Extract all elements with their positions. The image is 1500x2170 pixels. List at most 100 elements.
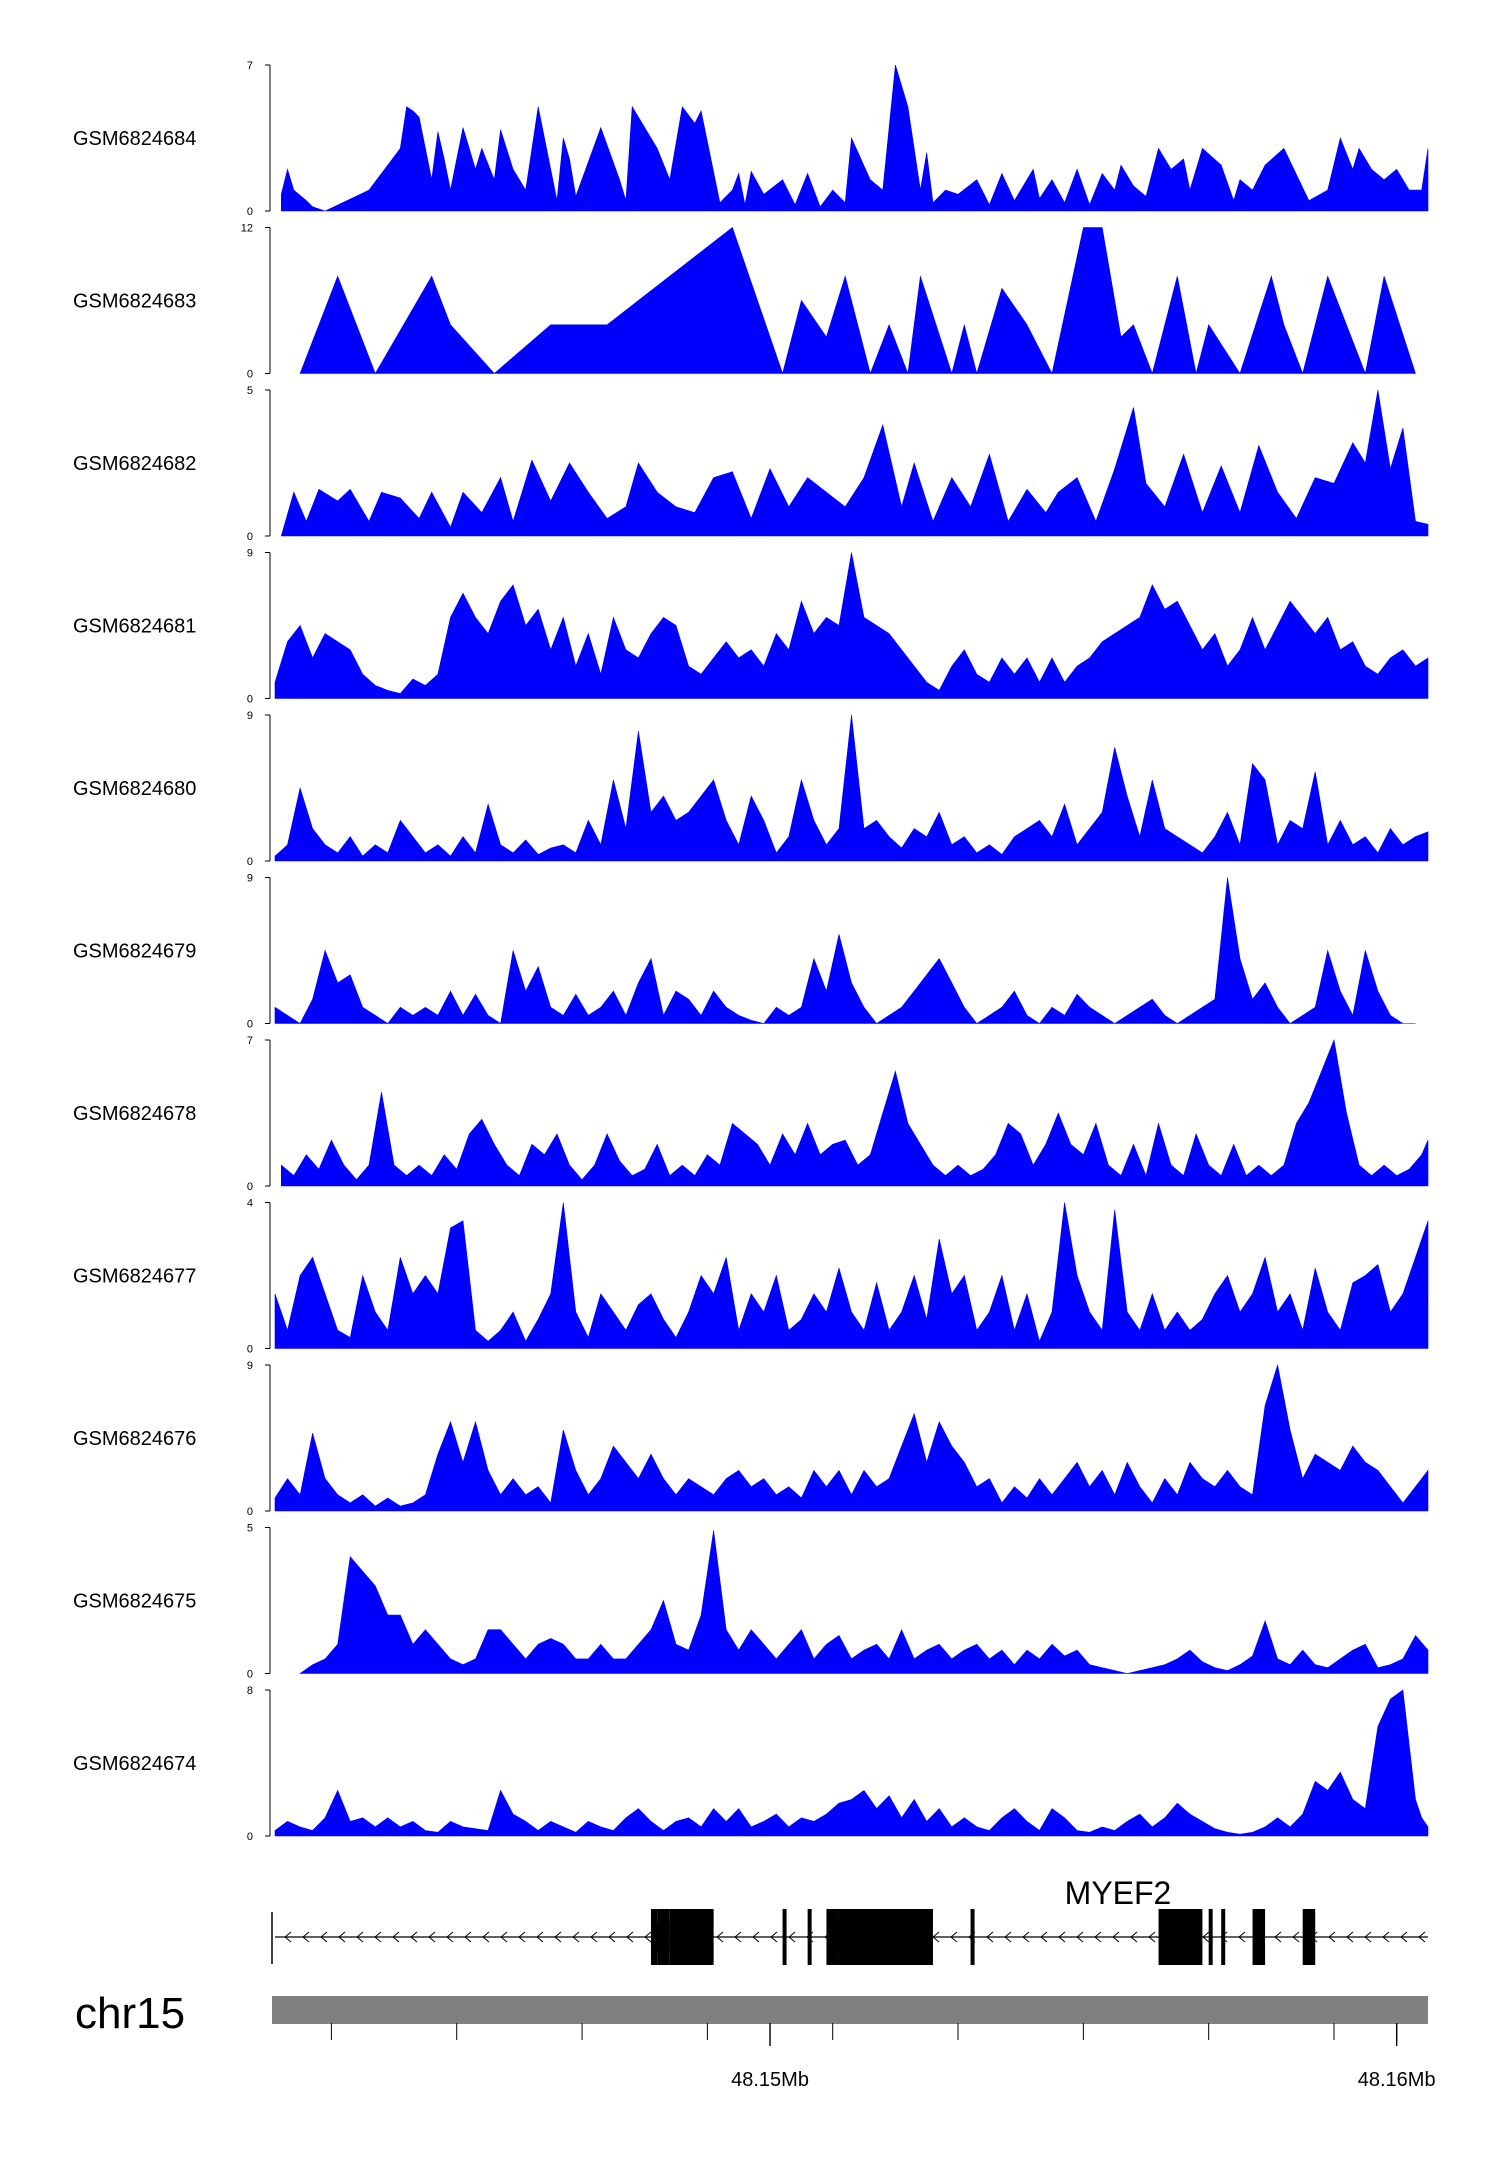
- strand-chevron: [410, 1931, 418, 1943]
- track-label: GSM6824677: [73, 1266, 196, 1288]
- strand-chevron: [392, 1931, 400, 1943]
- y-tick-label-max: 7: [247, 1035, 253, 1047]
- strand-chevron: [374, 1931, 382, 1943]
- y-tick-label-max: 5: [247, 385, 253, 397]
- track-GSM6824674: GSM6824674 8 0: [73, 1685, 1429, 1843]
- strand-chevron: [788, 1931, 796, 1943]
- strand-chevron: [1040, 1931, 1048, 1943]
- y-tick-label-min: 0: [247, 1831, 253, 1843]
- track-label: GSM6824679: [73, 941, 196, 963]
- gene-exon: [1221, 1909, 1226, 1965]
- strand-chevron: [356, 1931, 364, 1943]
- strand-chevron: [464, 1931, 472, 1943]
- track-GSM6824681: GSM6824681 9 0: [73, 548, 1429, 706]
- gene-exon: [1302, 1909, 1316, 1965]
- gene-exon: [782, 1909, 787, 1965]
- gene-model-track: MYEF2: [271, 1875, 1428, 1965]
- y-tick-label-min: 0: [247, 1669, 253, 1681]
- gene-coding-block: [650, 1922, 670, 1952]
- track-GSM6824682: GSM6824682 5 0: [73, 385, 1429, 543]
- y-tick-label-max: 9: [247, 873, 253, 885]
- gene-exon: [826, 1909, 831, 1965]
- coverage-tracks: GSM682468470GSM6824683120GSM682468250GSM…: [73, 60, 1429, 1843]
- y-tick-label-min: 0: [247, 1344, 253, 1356]
- chromosome-label: chr15: [75, 1989, 185, 2038]
- strand-chevron: [716, 1931, 724, 1943]
- strand-chevron: [284, 1931, 292, 1943]
- strand-chevron: [986, 1931, 994, 1943]
- strand-chevron: [1292, 1931, 1300, 1943]
- strand-chevron: [518, 1931, 526, 1943]
- y-tick-label-max: 8: [247, 1685, 253, 1697]
- strand-chevron: [536, 1931, 544, 1943]
- track-GSM6824678: GSM6824678 7 0: [73, 1035, 1429, 1193]
- coverage-area: [274, 714, 1429, 862]
- strand-chevron: [320, 1931, 328, 1943]
- gene-coding-block: [1164, 1922, 1197, 1952]
- track-GSM6824680: GSM6824680 9 0: [73, 710, 1429, 868]
- x-tick-label: 48.16Mb: [1358, 2069, 1436, 2091]
- y-tick-label-max: 7: [247, 60, 253, 72]
- strand-chevron: [1382, 1931, 1390, 1943]
- y-tick-label-min: 0: [247, 694, 253, 706]
- strand-chevron: [950, 1931, 958, 1943]
- track-GSM6824683: GSM6824683 12 0: [73, 223, 1416, 381]
- gene-exon: [807, 1909, 812, 1965]
- strand-chevron: [1112, 1931, 1120, 1943]
- coverage-area: [280, 64, 1429, 212]
- strand-chevron: [770, 1931, 778, 1943]
- coverage-area: [274, 552, 1429, 699]
- track-label: GSM6824682: [73, 453, 196, 475]
- y-tick-label-min: 0: [247, 206, 253, 218]
- track-label: GSM6824675: [73, 1591, 196, 1613]
- track-label: GSM6824676: [73, 1428, 196, 1450]
- track-label: GSM6824681: [73, 616, 196, 638]
- strand-chevron: [1346, 1931, 1354, 1943]
- strand-chevron: [1094, 1931, 1102, 1943]
- track-label: GSM6824683: [73, 291, 196, 313]
- y-tick-label-min: 0: [247, 1181, 253, 1193]
- track-GSM6824677: GSM6824677 4 0: [73, 1198, 1429, 1356]
- strand-chevron: [608, 1931, 616, 1943]
- coverage-area: [274, 1364, 1429, 1512]
- y-tick-label-min: 0: [247, 369, 253, 381]
- strand-chevron: [1022, 1931, 1030, 1943]
- strand-chevron: [1400, 1931, 1408, 1943]
- strand-chevron: [446, 1931, 454, 1943]
- y-tick-label-min: 0: [247, 1019, 253, 1031]
- gene-exon: [970, 1909, 975, 1965]
- chromosome-bar: [272, 1996, 1428, 2022]
- strand-chevron: [302, 1931, 310, 1943]
- track-label: GSM6824684: [73, 128, 196, 150]
- y-tick-label-max: 4: [247, 1198, 253, 1210]
- track-label: GSM6824680: [73, 778, 196, 800]
- coverage-area: [280, 389, 1429, 537]
- track-GSM6824675: GSM6824675 5 0: [73, 1523, 1429, 1681]
- gene-exon: [1208, 1909, 1213, 1965]
- chromosome-axis-track: chr15 48.15Mb 48.16Mb: [75, 1989, 1436, 2091]
- coverage-area: [280, 1038, 1429, 1187]
- gene-label: MYEF2: [1065, 1875, 1172, 1911]
- strand-chevron: [554, 1931, 562, 1943]
- gene-exon: [669, 1909, 714, 1965]
- y-tick-label-max: 9: [247, 710, 253, 722]
- y-tick-label-max: 9: [247, 1360, 253, 1372]
- strand-chevron: [1238, 1931, 1246, 1943]
- strand-chevron: [1274, 1931, 1282, 1943]
- strand-chevron: [1004, 1931, 1012, 1943]
- strand-chevron: [1418, 1931, 1426, 1943]
- strand-chevron: [428, 1931, 436, 1943]
- strand-chevron: [500, 1931, 508, 1943]
- strand-chevron: [932, 1931, 940, 1943]
- strand-chevron: [752, 1931, 760, 1943]
- track-GSM6824684: GSM6824684 7 0: [73, 60, 1429, 218]
- track-label: GSM6824678: [73, 1103, 196, 1125]
- strand-chevron: [1148, 1931, 1156, 1943]
- coverage-area: [274, 1689, 1429, 1837]
- coverage-area: [274, 877, 1416, 1024]
- strand-chevron: [1076, 1931, 1084, 1943]
- y-tick-label-min: 0: [247, 531, 253, 543]
- y-tick-label-max: 9: [247, 548, 253, 560]
- y-tick-label-min: 0: [247, 856, 253, 868]
